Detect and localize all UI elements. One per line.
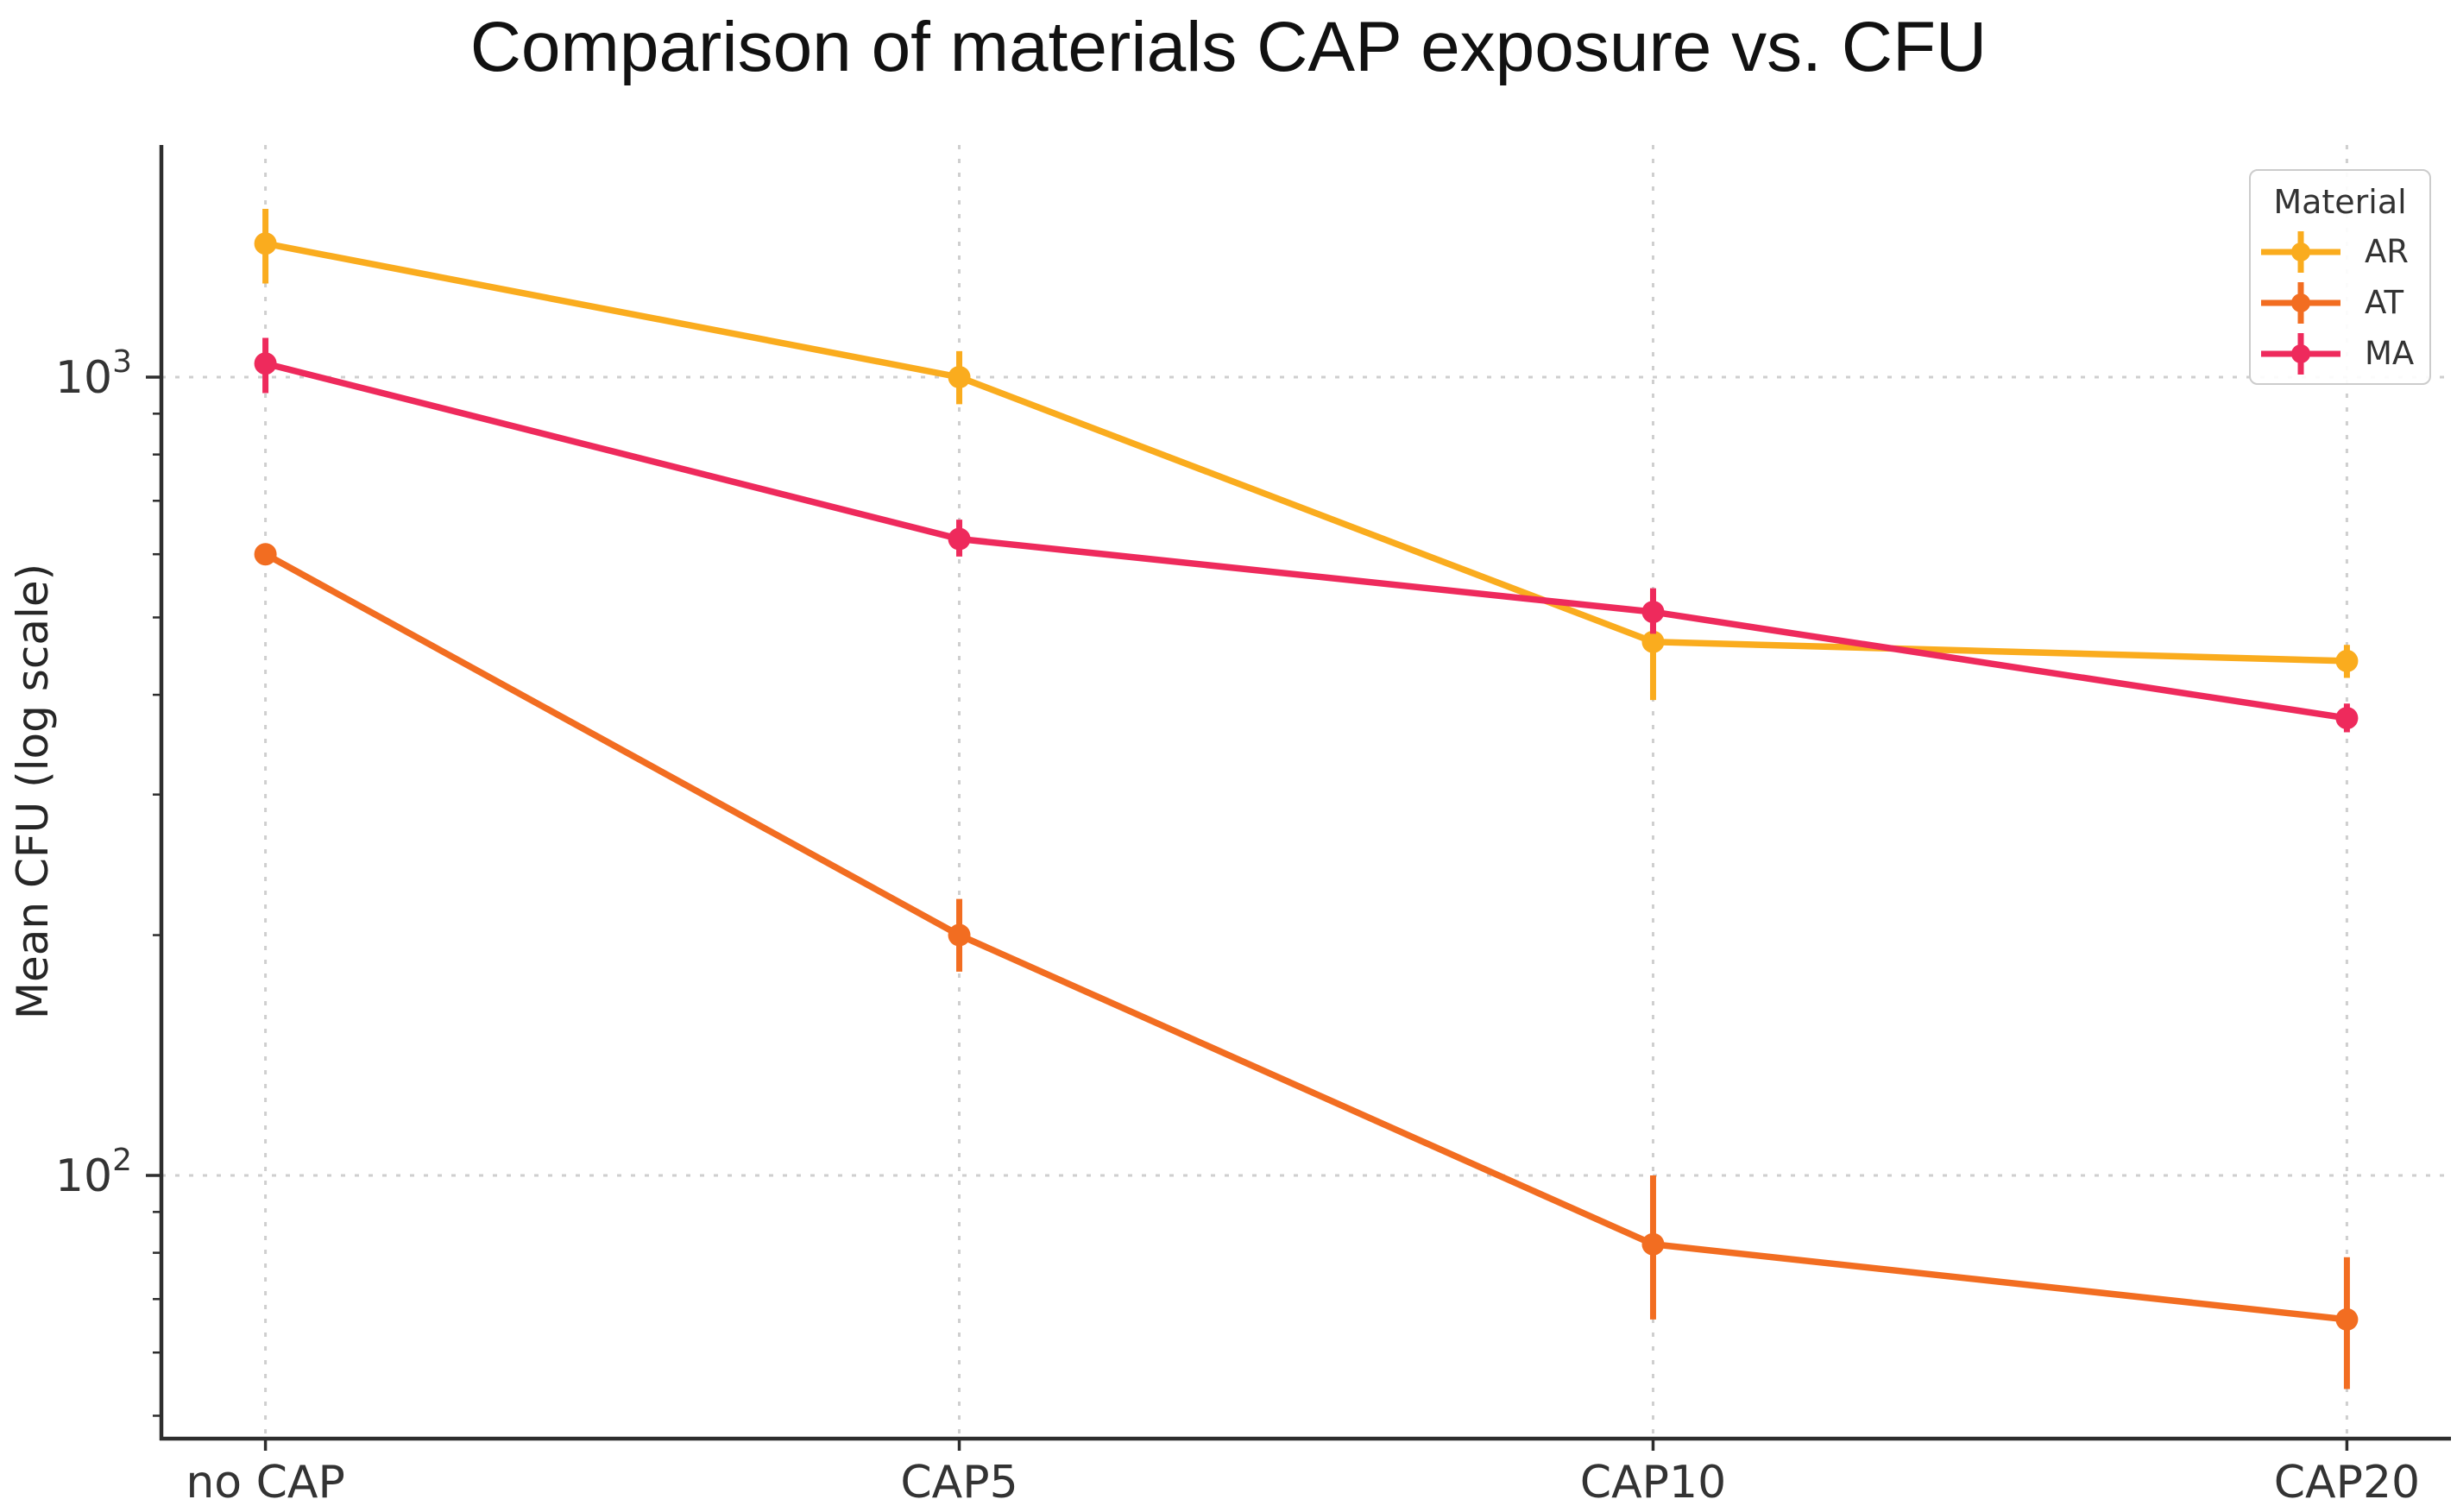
data-point-marker	[254, 543, 277, 566]
legend-entry-MA: MA	[2251, 328, 2429, 379]
x-tick-label: no CAP	[186, 1457, 345, 1509]
legend-handle-icon	[2261, 230, 2340, 273]
chart-title: Comparison of materials CAP exposure vs.…	[469, 8, 1988, 86]
series-AR	[254, 208, 2359, 701]
legend-handle-icon	[2261, 281, 2340, 324]
y-tick-label: 103	[55, 344, 132, 404]
legend-label: AT	[2365, 284, 2404, 321]
data-point-marker	[2335, 649, 2359, 672]
data-point-marker	[2335, 1307, 2359, 1331]
legend-label: MA	[2365, 335, 2415, 372]
x-tick-label: CAP10	[1580, 1457, 1726, 1509]
data-point-marker	[2335, 707, 2359, 730]
x-tick-label: CAP20	[2274, 1457, 2420, 1509]
legend-label: AR	[2365, 233, 2410, 270]
series-line	[261, 360, 2351, 721]
y-tick-label: 102	[55, 1143, 132, 1202]
x-tick-label: CAP5	[900, 1457, 1017, 1509]
data-point-marker	[1641, 1232, 1665, 1256]
legend-handle-icon	[2261, 332, 2340, 375]
data-point-marker	[948, 923, 971, 947]
data-point-marker	[948, 527, 971, 551]
data-point-marker	[1641, 601, 1665, 624]
series-AT	[254, 543, 2359, 1389]
legend-entry-AT: AT	[2251, 277, 2429, 328]
series-line	[261, 240, 2351, 665]
series-MA	[254, 337, 2359, 733]
series-line	[261, 551, 2351, 1323]
legend-title: Material	[2273, 183, 2407, 221]
legend-entries: AR AT MA	[2251, 226, 2429, 379]
legend-entry-AR: AR	[2251, 226, 2429, 277]
data-point-marker	[948, 366, 971, 388]
data-point-marker	[1641, 630, 1665, 653]
legend: Material AR AT MA	[2249, 169, 2431, 385]
data-point-marker	[254, 352, 277, 375]
data-point-marker	[254, 232, 277, 255]
